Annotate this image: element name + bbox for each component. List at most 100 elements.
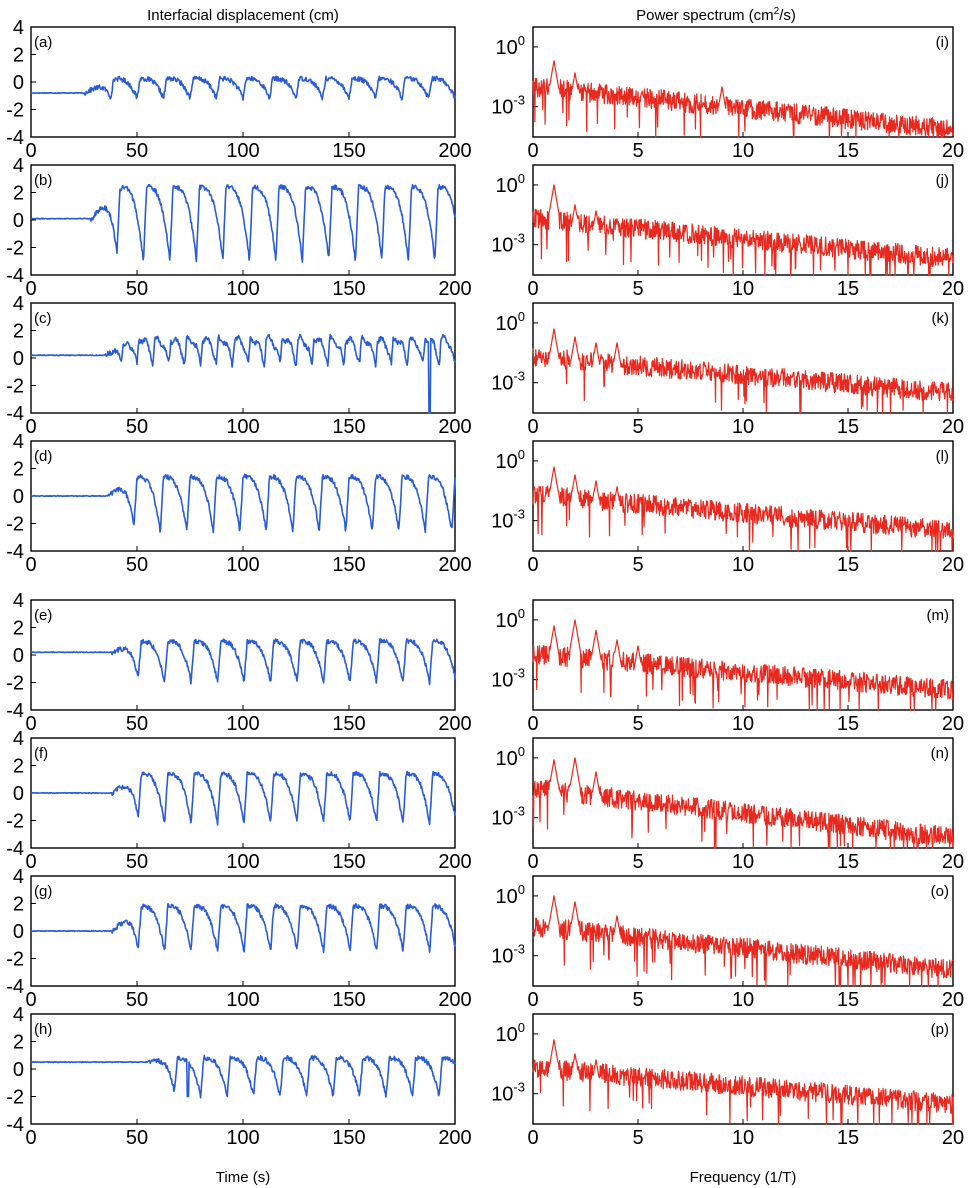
- panel-label: (g): [34, 883, 52, 900]
- x-tick-label: 0: [527, 554, 538, 576]
- x-tick-label: 50: [126, 989, 148, 1011]
- y-tick-label: 0: [13, 486, 24, 508]
- x-tick-label: 15: [837, 554, 859, 576]
- x-tick-label: 100: [226, 713, 259, 735]
- plot-frame: [532, 737, 954, 849]
- series-line: [30, 770, 456, 826]
- y-tick-label: 10-3: [491, 369, 525, 395]
- x-tick-label: 0: [25, 851, 36, 873]
- right-column-title-main: Power spectrum (cm: [636, 7, 774, 24]
- x-tick-label: 200: [438, 416, 471, 438]
- y-tick-label: 0: [13, 645, 24, 667]
- x-tick-label: 150: [332, 713, 365, 735]
- y-tick-label: 0: [13, 72, 24, 94]
- panel-label: (a): [34, 34, 52, 51]
- x-tick-label: 0: [527, 989, 538, 1011]
- y-tick-label: 100: [496, 309, 525, 335]
- y-tick-label: 100: [496, 882, 525, 908]
- y-tick-label: -4: [6, 265, 24, 287]
- x-tick-label: 100: [226, 554, 259, 576]
- y-tick-label: 4: [13, 866, 24, 888]
- x-tick-label: 20: [942, 1127, 964, 1149]
- x-tick-label: 20: [942, 278, 964, 300]
- x-tick-label: 5: [632, 713, 643, 735]
- chart-panel-n: 0 5 10 15 20 100 10-3 (n): [491, 737, 964, 873]
- x-tick-label: 150: [332, 554, 365, 576]
- y-tick-label: -2: [6, 238, 24, 260]
- x-tick-label: 10: [732, 713, 754, 735]
- x-tick-label: 5: [632, 278, 643, 300]
- y-tick-label: 4: [13, 155, 24, 177]
- x-tick-label: 50: [126, 1127, 148, 1149]
- x-tick-label: 150: [332, 416, 365, 438]
- right-column-title-end: /s): [779, 7, 796, 24]
- x-tick-label: 20: [942, 416, 964, 438]
- y-tick-label: 0: [13, 921, 24, 943]
- y-tick-label: 2: [13, 618, 24, 640]
- series-line: [532, 60, 954, 138]
- y-tick-label: 4: [13, 728, 24, 750]
- chart-panel-m: 0 5 10 15 20 100 10-3 (m): [491, 599, 964, 735]
- x-tick-label: 10: [732, 989, 754, 1011]
- x-tick-label: 20: [942, 989, 964, 1011]
- x-tick-label: 200: [438, 1127, 471, 1149]
- y-tick-label: 100: [496, 447, 525, 473]
- x-tick-label: 5: [632, 989, 643, 1011]
- x-tick-label: 10: [732, 140, 754, 162]
- x-tick-label: 0: [25, 278, 36, 300]
- x-tick-label: 0: [527, 416, 538, 438]
- x-tick-label: 0: [25, 989, 36, 1011]
- x-tick-label: 100: [226, 989, 259, 1011]
- series-line: [532, 1039, 954, 1125]
- series-line: [30, 333, 456, 414]
- plot-frame: [532, 440, 954, 552]
- x-tick-label: 150: [332, 989, 365, 1011]
- y-tick-label: -2: [6, 811, 24, 833]
- x-tick-label: 0: [527, 278, 538, 300]
- y-tick-label: 0: [13, 210, 24, 232]
- x-tick-label: 15: [837, 989, 859, 1011]
- y-tick-label: 4: [13, 590, 24, 612]
- y-tick-label: 10-3: [491, 666, 525, 692]
- y-tick-label: 0: [13, 1059, 24, 1081]
- x-tick-label: 200: [438, 989, 471, 1011]
- y-tick-label: 2: [13, 459, 24, 481]
- series-line: [532, 328, 954, 414]
- y-tick-label: 0: [13, 348, 24, 370]
- y-tick-label: 10-3: [491, 1080, 525, 1106]
- x-tick-label: 150: [332, 851, 365, 873]
- time-axis-title: Time (s): [216, 1169, 270, 1186]
- left-column-title: Interfacial displacement (cm): [147, 7, 339, 24]
- y-tick-label: -2: [6, 949, 24, 971]
- x-tick-label: 10: [732, 1127, 754, 1149]
- panel-label: (n): [931, 745, 949, 762]
- x-tick-label: 50: [126, 713, 148, 735]
- x-tick-label: 50: [126, 851, 148, 873]
- series-line: [30, 903, 456, 954]
- y-tick-label: 100: [496, 1020, 525, 1046]
- panel-label: (m): [927, 607, 950, 624]
- x-tick-label: 200: [438, 713, 471, 735]
- x-tick-label: 50: [126, 278, 148, 300]
- y-tick-label: -4: [6, 838, 24, 860]
- y-tick-label: 4: [13, 431, 24, 453]
- x-tick-label: 50: [126, 140, 148, 162]
- x-tick-label: 200: [438, 851, 471, 873]
- panel-label: (j): [936, 172, 949, 189]
- panel-label: (d): [34, 448, 52, 465]
- y-tick-label: 10-3: [491, 93, 525, 119]
- y-tick-label: -2: [6, 673, 24, 695]
- y-tick-label: 2: [13, 183, 24, 205]
- x-tick-label: 15: [837, 851, 859, 873]
- x-tick-label: 15: [837, 140, 859, 162]
- x-tick-label: 0: [25, 554, 36, 576]
- x-tick-label: 150: [332, 278, 365, 300]
- x-tick-label: 50: [126, 554, 148, 576]
- y-tick-label: 100: [496, 33, 525, 59]
